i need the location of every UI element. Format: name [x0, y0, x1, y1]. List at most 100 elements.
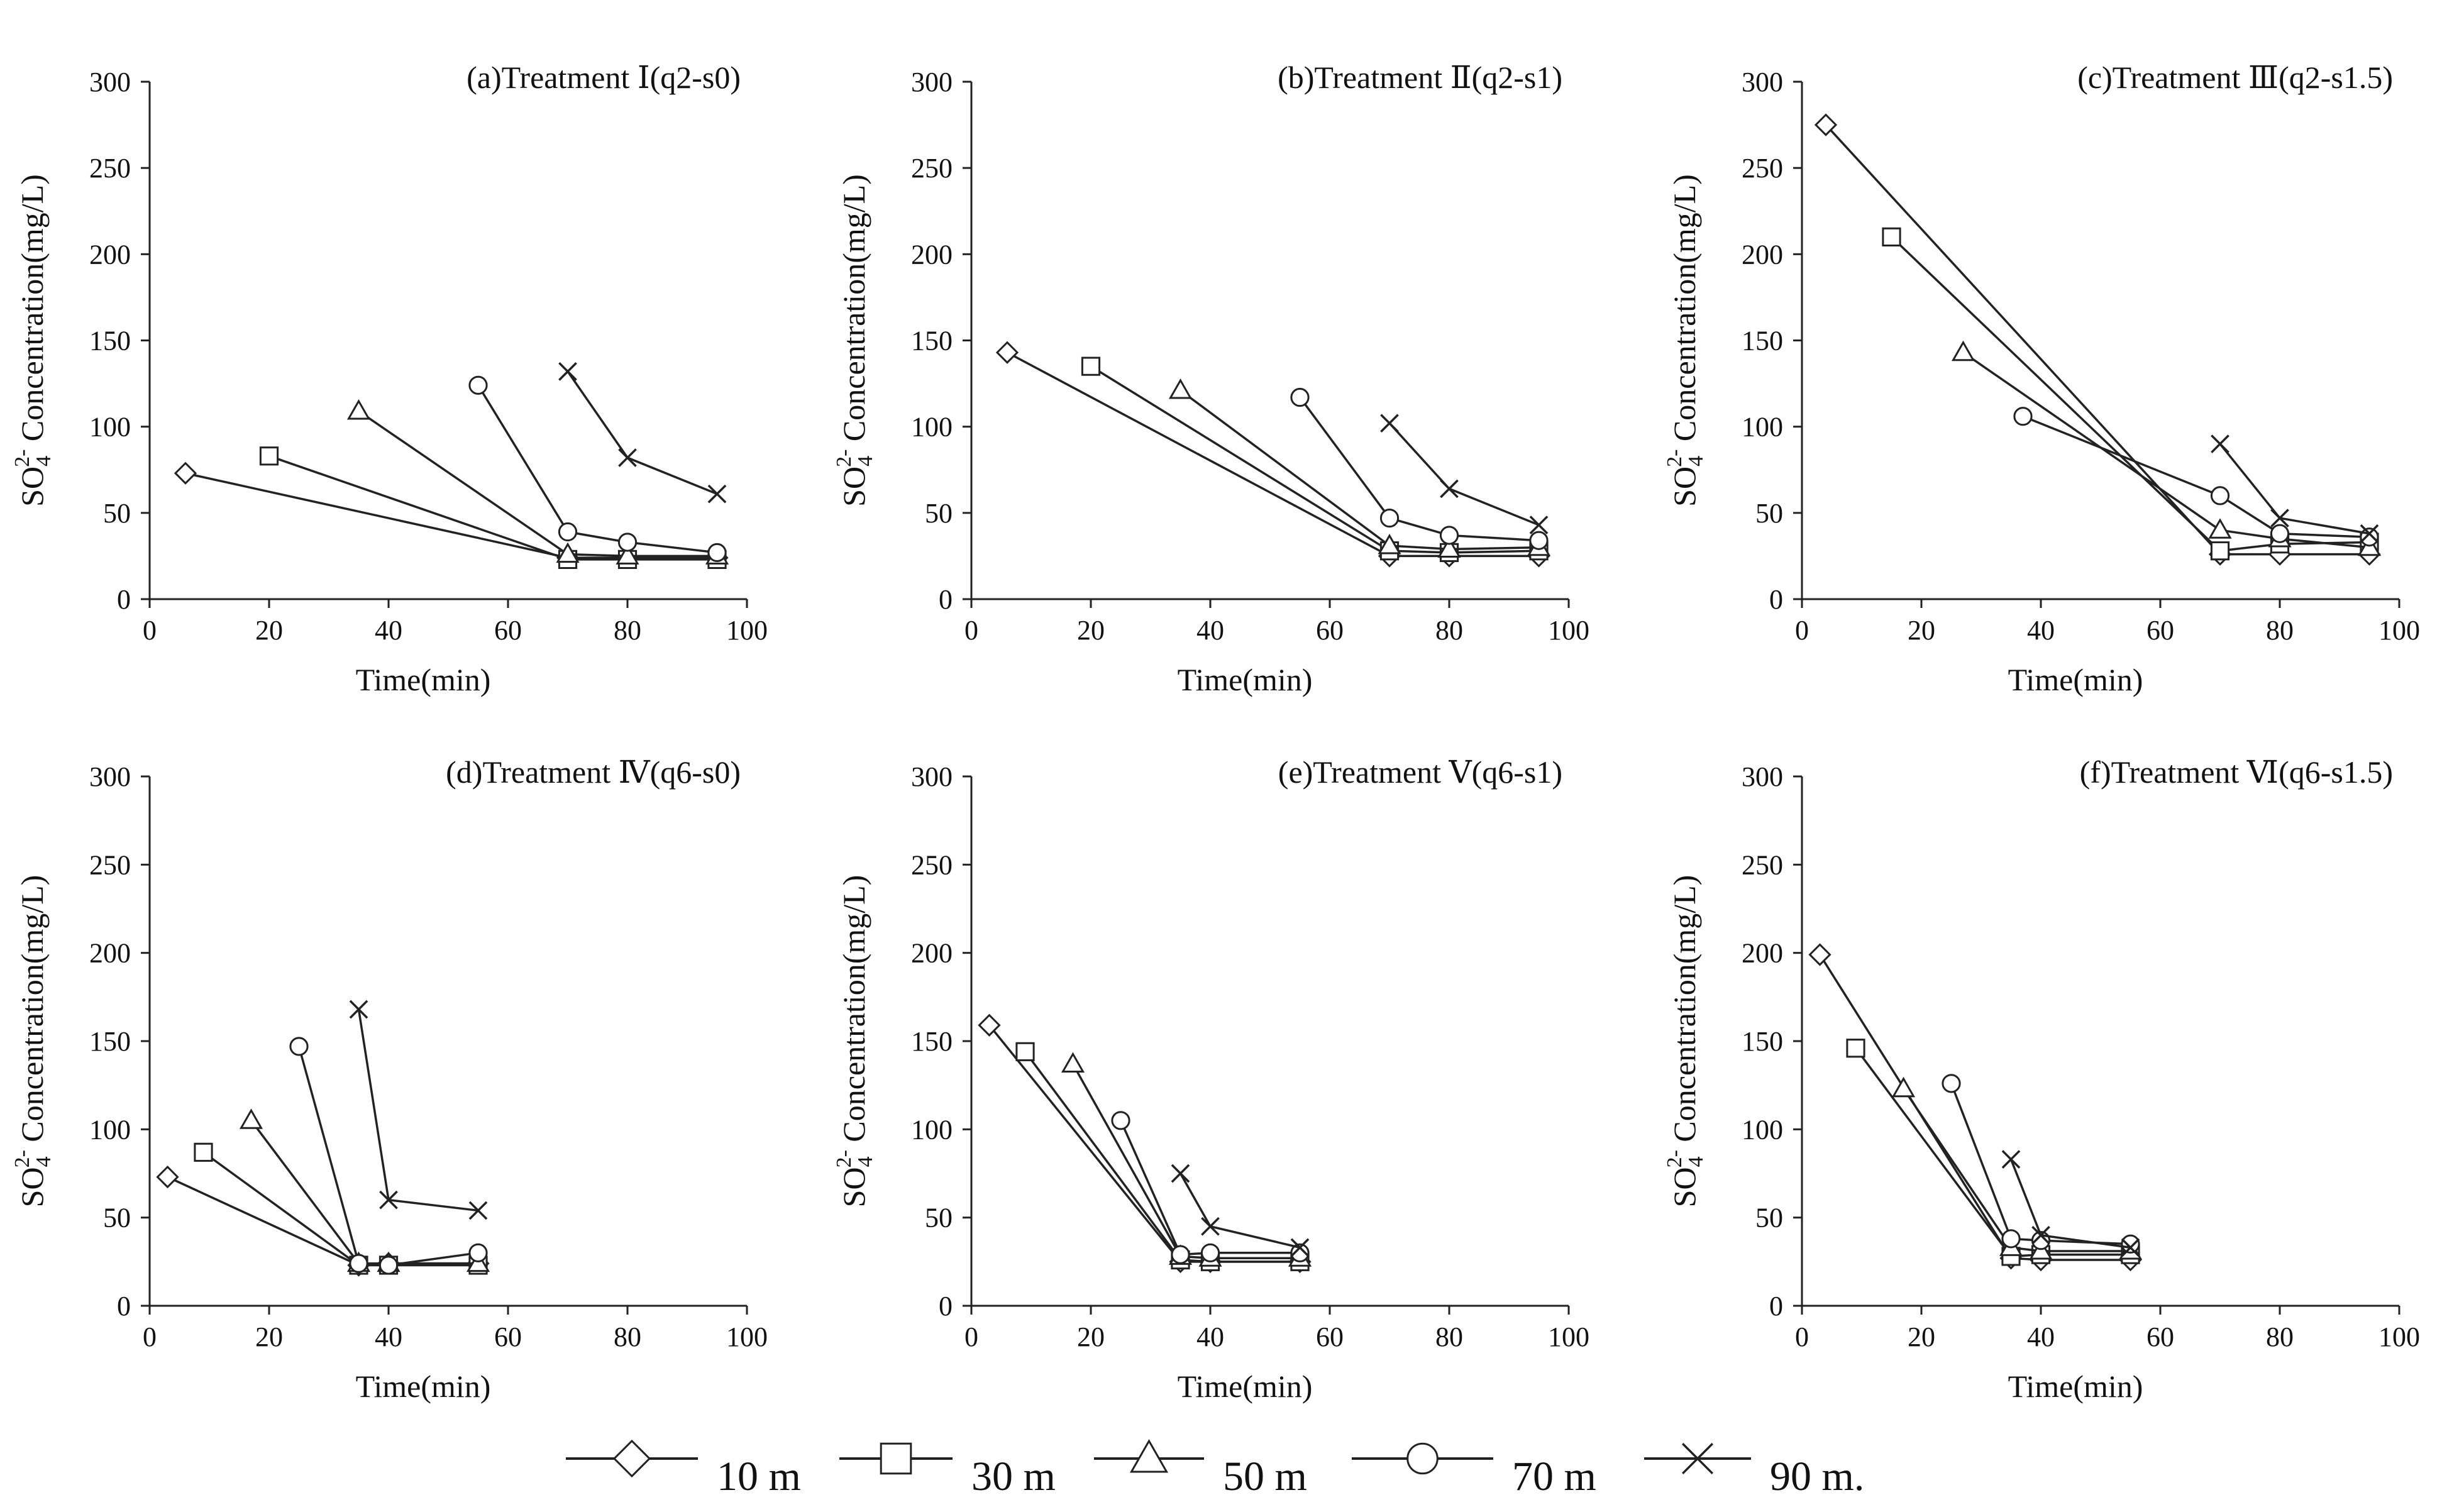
- y-tick-label: 200: [911, 938, 953, 969]
- series-70m: [2013, 407, 2379, 547]
- data-point: [1882, 227, 1901, 246]
- data-point: [349, 1254, 368, 1273]
- series-line: [1007, 351, 1539, 558]
- series-30m: [259, 446, 727, 570]
- x-axis-label: Time(min): [2008, 662, 2143, 697]
- series-line: [1962, 351, 2370, 549]
- x-tick-label: 40: [375, 1322, 402, 1352]
- data-point: [558, 362, 577, 381]
- data-point: [1015, 1042, 1035, 1061]
- x-axis-label: Time(min): [2008, 1369, 2143, 1404]
- legend: 10 m 30 m 50 m 70 m 90 m.: [566, 1438, 1864, 1499]
- y-tick-label: 300: [1742, 67, 1783, 97]
- y-tick-label: 100: [89, 412, 131, 443]
- data-point: [2211, 434, 2229, 453]
- data-point: [2121, 1234, 2140, 1254]
- data-point: [289, 1037, 309, 1056]
- data-point: [194, 1142, 213, 1162]
- data-point: [995, 341, 1019, 364]
- y-tick-label: 150: [1742, 1026, 1783, 1057]
- data-point: [349, 1000, 368, 1019]
- x-tick-label: 100: [2378, 615, 2420, 646]
- series-90m: [1380, 414, 1549, 534]
- legend-marker: [1406, 1442, 1439, 1475]
- y-tick-label: 150: [89, 1026, 131, 1057]
- x-tick-label: 20: [1908, 1322, 1935, 1352]
- x-tick-label: 80: [614, 1322, 641, 1352]
- data-point: [2360, 527, 2379, 547]
- x-tick-label: 0: [143, 1322, 157, 1352]
- y-axis-label: SO42- Concentration(mg/L): [11, 875, 55, 1208]
- data-point: [379, 1190, 398, 1210]
- series-90m: [1171, 1164, 1310, 1257]
- series-70m: [1290, 387, 1549, 550]
- panel-c: 0 20 40 60 80 100 0 50 100 150 200 250 300 Time(min) S…: [1663, 60, 2420, 697]
- series-line: [1024, 1051, 1300, 1263]
- y-axis-label: SO42- Concentration(mg/L): [832, 875, 877, 1208]
- series-70m: [289, 1037, 488, 1275]
- data-point: [1529, 531, 1549, 550]
- data-point: [1814, 113, 1838, 136]
- series-10m: [995, 341, 1550, 568]
- series-90m: [2211, 434, 2379, 543]
- x-tick-label: 100: [1548, 1322, 1589, 1352]
- data-point: [468, 375, 488, 395]
- x-tick-label: 0: [143, 615, 157, 646]
- y-tick-label: 150: [89, 326, 131, 356]
- data-point: [616, 544, 639, 565]
- y-tick-label: 50: [1755, 1203, 1783, 1233]
- series-30m: [1882, 227, 2379, 561]
- data-point: [1171, 1164, 1190, 1183]
- y-tick-label: 100: [89, 1114, 131, 1145]
- data-point: [1951, 340, 1975, 361]
- legend-label: 50 m: [1223, 1454, 1307, 1499]
- y-tick-label: 50: [925, 1203, 953, 1233]
- data-point: [1437, 537, 1461, 558]
- legend-label: 90 m.: [1770, 1454, 1864, 1499]
- series-90m: [558, 362, 727, 504]
- y-tick-label: 0: [117, 1291, 131, 1322]
- series-50m: [1951, 340, 2382, 556]
- series-line: [250, 1120, 478, 1265]
- series-30m: [1081, 356, 1549, 563]
- x-tick-label: 60: [1316, 1322, 1344, 1352]
- data-point: [1290, 387, 1310, 407]
- series-30m: [1015, 1042, 1310, 1271]
- series-10m: [174, 461, 729, 570]
- legend-label: 30 m: [971, 1454, 1056, 1499]
- series-line: [358, 410, 717, 558]
- y-tick-label: 250: [1742, 849, 1783, 880]
- data-point: [618, 448, 637, 467]
- series-line: [297, 1046, 478, 1267]
- y-tick-label: 300: [89, 761, 131, 792]
- y-tick-label: 200: [1742, 938, 1783, 969]
- data-point: [2208, 518, 2232, 539]
- x-tick-label: 60: [494, 615, 522, 646]
- x-tick-label: 60: [2146, 615, 2174, 646]
- legend-item: 90 m.: [1644, 1442, 1864, 1499]
- data-point: [1440, 479, 1459, 499]
- series-line: [1825, 124, 2370, 556]
- data-point: [1201, 1217, 1220, 1236]
- data-point: [2031, 1225, 2050, 1245]
- data-point: [1529, 516, 1549, 534]
- series-line: [1903, 1088, 2131, 1252]
- series-line: [185, 472, 717, 559]
- series-line: [2022, 415, 2370, 538]
- x-tick-label: 0: [964, 615, 978, 646]
- data-point: [1290, 1243, 1310, 1262]
- data-point: [259, 446, 279, 466]
- data-point: [617, 533, 638, 552]
- legend-item: 30 m: [839, 1442, 1056, 1499]
- y-axis-label: SO42- Concentration(mg/L): [11, 174, 55, 507]
- data-point: [1808, 943, 1831, 966]
- data-point: [1846, 1039, 1865, 1058]
- x-tick-label: 60: [494, 1322, 522, 1352]
- data-point: [978, 1013, 1001, 1037]
- panel-title: (c)Treatment Ⅲ(q2-s1.5): [2077, 60, 2393, 95]
- y-tick-label: 150: [911, 1026, 953, 1057]
- data-point: [1111, 1111, 1130, 1130]
- panel-a: 0 20 40 60 80 100 0 50 100 150 200 250 300 Time(min) S…: [11, 60, 768, 697]
- data-point: [1380, 414, 1399, 433]
